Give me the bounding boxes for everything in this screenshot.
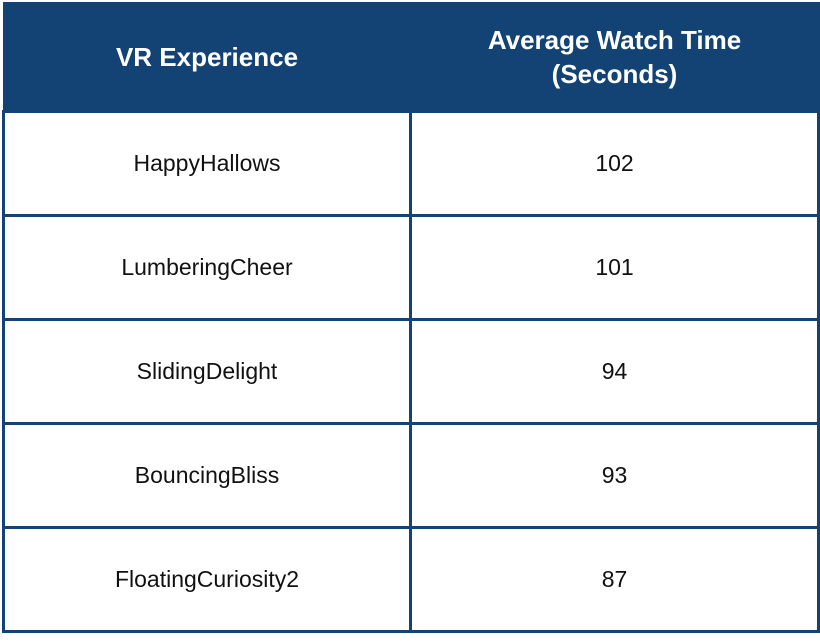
header-row: VR Experience Average Watch Time (Second… [2, 2, 820, 113]
table-row: BouncingBliss 93 [2, 422, 820, 529]
experience-name-cell: FloatingCuriosity2 [2, 526, 412, 633]
experience-name-cell: SlidingDelight [2, 318, 412, 425]
experience-name-cell: LumberingCheer [2, 214, 412, 321]
experience-name-cell: HappyHallows [2, 110, 412, 217]
column-header-watch-time: Average Watch Time (Seconds) [410, 2, 820, 113]
table-row: HappyHallows 102 [2, 110, 820, 217]
table-row: FloatingCuriosity2 87 [2, 526, 820, 633]
watch-time-cell: 102 [409, 110, 820, 217]
watch-time-cell: 93 [409, 422, 820, 529]
watch-time-cell: 87 [409, 526, 820, 633]
watch-time-cell: 101 [409, 214, 820, 321]
watch-time-cell: 94 [409, 318, 820, 425]
column-header-experience: VR Experience [2, 2, 412, 113]
watch-time-table: VR Experience Average Watch Time (Second… [2, 2, 820, 633]
experience-name-cell: BouncingBliss [2, 422, 412, 529]
table-row: SlidingDelight 94 [2, 318, 820, 425]
table-body: HappyHallows 102 LumberingCheer 101 SlidingD… [2, 110, 820, 633]
table-row: LumberingCheer 101 [2, 214, 820, 321]
